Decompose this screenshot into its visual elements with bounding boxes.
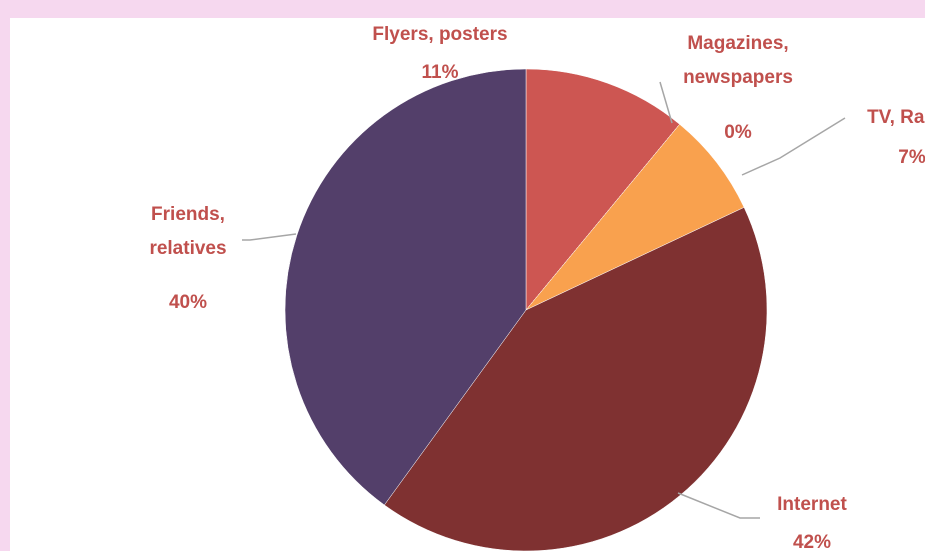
pie-slice bbox=[284, 68, 527, 506]
leader-line bbox=[659, 81, 673, 124]
pie-slice bbox=[525, 123, 745, 311]
leader-line bbox=[741, 117, 846, 176]
leader-line bbox=[677, 492, 760, 519]
category-label: Magazines, newspapers bbox=[683, 33, 793, 88]
category-label: Internet bbox=[777, 494, 847, 515]
category-label: Friends, relatives bbox=[149, 204, 227, 259]
value-label: 11% bbox=[421, 62, 459, 83]
pie-slice bbox=[383, 207, 768, 551]
category-label: TV, Radio bbox=[867, 107, 925, 128]
chart bbox=[242, 68, 846, 551]
category-label: Flyers, posters bbox=[372, 24, 508, 45]
value-label: 40% bbox=[168, 292, 208, 313]
value-label: 42% bbox=[792, 532, 832, 551]
value-label: 7% bbox=[898, 147, 925, 168]
value-label: 0% bbox=[724, 122, 752, 143]
leader-line bbox=[242, 233, 297, 241]
chart-area: Flyers, posters 11% Magazines, newspapers 0… bbox=[10, 18, 925, 551]
